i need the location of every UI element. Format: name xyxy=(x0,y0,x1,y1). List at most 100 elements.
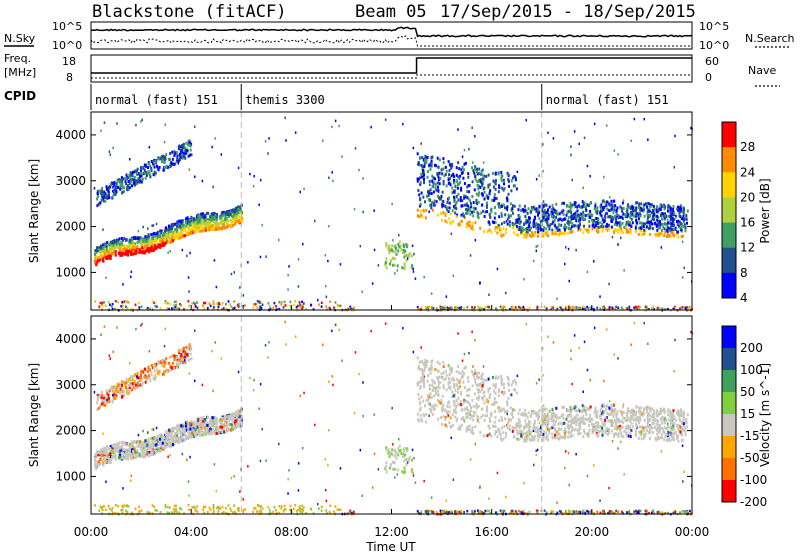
power-cell xyxy=(295,131,297,134)
velocity-cell xyxy=(227,423,229,426)
power-cell xyxy=(104,200,106,203)
power-cell xyxy=(162,242,164,245)
power-cell xyxy=(449,202,451,205)
power-cell xyxy=(209,302,211,305)
velocity-cell xyxy=(172,437,174,440)
power-cell xyxy=(552,204,554,207)
power-cell xyxy=(192,225,194,228)
power-cell xyxy=(134,237,136,240)
power-cell xyxy=(247,261,249,264)
power-cell xyxy=(634,209,636,212)
power-cell xyxy=(486,204,488,207)
power-cell xyxy=(575,219,577,222)
power-cell xyxy=(515,306,517,309)
power-cell xyxy=(181,144,183,147)
power-cell xyxy=(127,185,129,188)
power-cell xyxy=(596,212,598,215)
power-cell xyxy=(597,219,599,222)
power-cell xyxy=(583,306,585,309)
velocity-cell xyxy=(180,353,182,356)
power-cell xyxy=(285,139,287,142)
velocity-cell xyxy=(95,453,97,456)
velocity-cell xyxy=(191,431,193,434)
power-cell xyxy=(429,163,431,166)
power-cell xyxy=(690,127,692,130)
power-cell xyxy=(484,215,486,218)
power-cell xyxy=(620,224,622,227)
velocity-cell xyxy=(171,355,173,358)
velocity-cell xyxy=(425,413,427,416)
power-cell xyxy=(431,201,433,204)
power-cell xyxy=(671,222,673,225)
power-cell xyxy=(101,302,103,305)
power-cell xyxy=(477,187,479,190)
power-cell xyxy=(455,185,457,188)
power-cell xyxy=(589,175,591,178)
power-cell xyxy=(475,178,477,181)
power-cell xyxy=(428,198,430,201)
velocity-cell xyxy=(199,420,201,423)
power-cell xyxy=(472,180,474,183)
power-cell xyxy=(407,257,409,260)
power-cell xyxy=(516,233,518,236)
velocity-cell xyxy=(135,454,137,457)
power-cell xyxy=(210,228,212,231)
power-cell xyxy=(238,219,240,222)
power-cell xyxy=(521,307,523,310)
power-cell xyxy=(441,168,443,171)
velocity-cell xyxy=(559,432,561,435)
power-cell xyxy=(234,216,236,219)
power-cell xyxy=(225,211,227,214)
power-cell xyxy=(554,224,556,227)
power-cell xyxy=(584,218,586,221)
power-cell xyxy=(234,223,236,226)
power-cell xyxy=(109,150,111,153)
power-cell xyxy=(608,227,610,230)
power-cell xyxy=(661,229,663,232)
power-cell xyxy=(547,234,549,237)
power-cell xyxy=(479,227,481,230)
velocity-cell xyxy=(202,416,204,419)
power-cell xyxy=(179,225,181,228)
power-cell xyxy=(571,222,573,225)
power-cell xyxy=(362,177,364,180)
power-cell xyxy=(626,208,628,211)
power-cell xyxy=(193,302,195,305)
velocity-cell xyxy=(195,434,197,437)
power-cell xyxy=(395,247,397,250)
power-cell xyxy=(402,251,404,254)
power-cell xyxy=(103,196,105,199)
power-cell xyxy=(184,146,186,149)
power-cell xyxy=(117,179,119,182)
power-cell xyxy=(398,246,400,249)
power-cell xyxy=(132,171,134,174)
velocity-cell xyxy=(187,430,189,433)
power-cell xyxy=(318,303,320,306)
velocity-cell xyxy=(483,434,485,437)
power-cell xyxy=(643,206,645,209)
power-cell xyxy=(269,305,271,308)
power-cell xyxy=(503,221,505,224)
power-cell xyxy=(258,204,260,207)
power-cell xyxy=(482,180,484,183)
power-cell xyxy=(441,172,443,175)
power-cell xyxy=(180,149,182,152)
power-cell xyxy=(184,152,186,155)
power-cell xyxy=(582,211,584,214)
power-cell xyxy=(142,119,144,122)
power-cell xyxy=(537,214,539,217)
power-cell xyxy=(218,227,220,230)
nsky-trace xyxy=(91,27,692,36)
power-cell xyxy=(448,173,450,176)
power-cell xyxy=(326,296,328,299)
power-cell xyxy=(456,215,458,218)
power-cell xyxy=(321,305,323,308)
power-cell xyxy=(173,307,175,310)
power-cell xyxy=(283,306,285,309)
power-cell xyxy=(178,162,180,165)
power-cell xyxy=(135,124,137,127)
power-cell xyxy=(496,231,498,234)
power-cell xyxy=(685,214,687,217)
power-cell xyxy=(444,220,446,223)
power-cell xyxy=(444,205,446,208)
